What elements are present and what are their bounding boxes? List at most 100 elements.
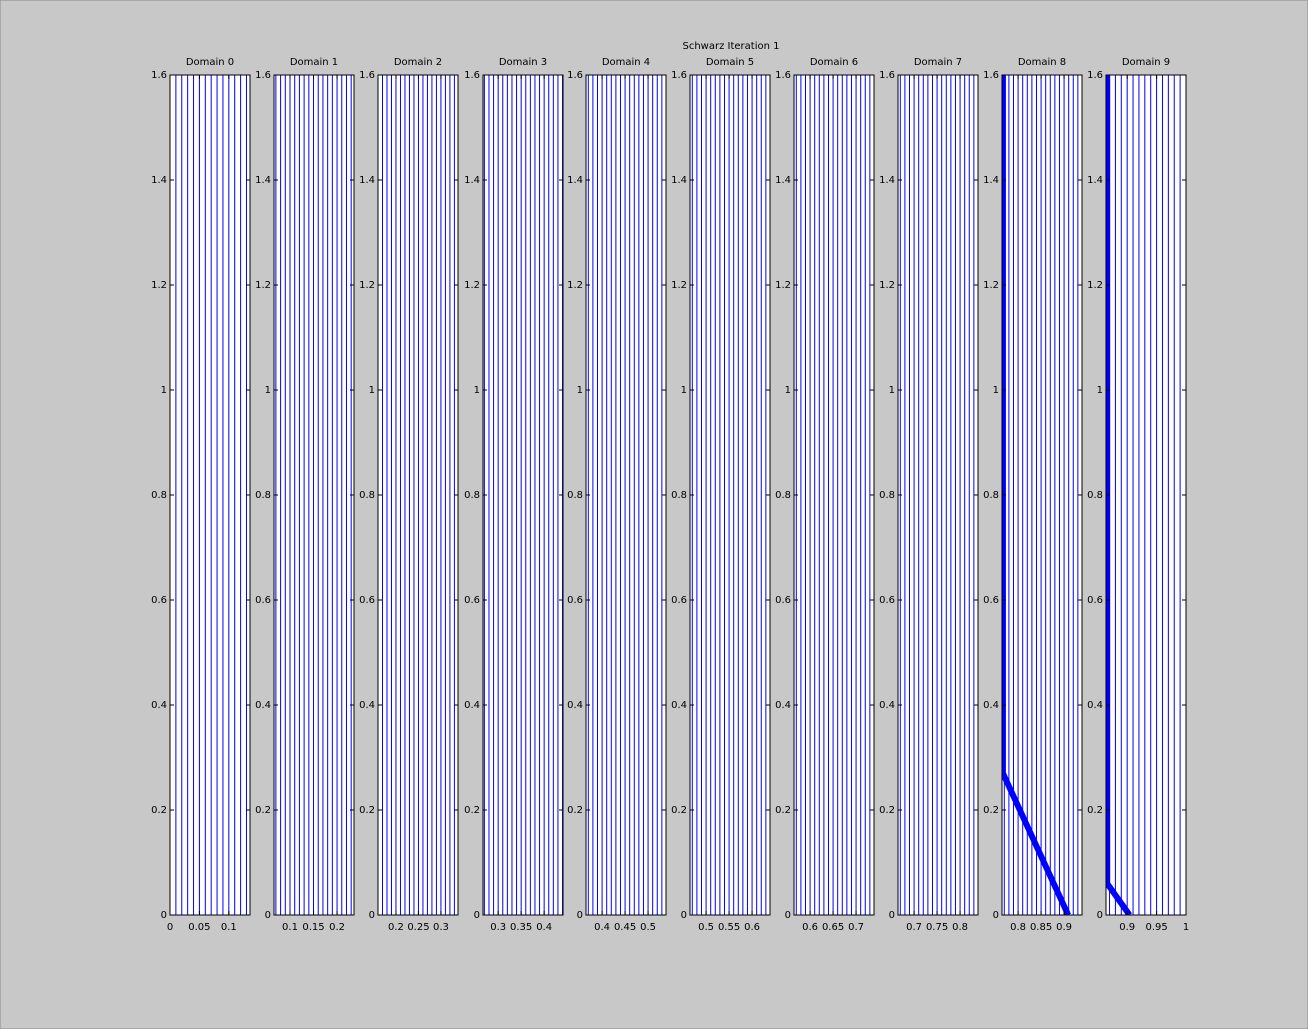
x-tick-label: 0.1: [221, 922, 237, 933]
y-tick-label: 1: [889, 385, 895, 396]
plot-area: [794, 75, 874, 915]
y-tick-label: 0.6: [671, 595, 687, 606]
y-tick-label: 0.4: [359, 700, 375, 711]
y-tick-label: 1.6: [1087, 70, 1103, 81]
y-tick-label: 0.4: [879, 700, 895, 711]
y-tick-label: 0.2: [775, 805, 791, 816]
x-tick-label: 0.45: [614, 922, 636, 933]
y-tick-label: 1.2: [151, 280, 167, 291]
y-tick-label: 0: [681, 910, 687, 921]
subplot: Domain 3 0 0.2 0.4 0.6 0.8 1 1.2 1.4 1.6 0.3 0.35 0.…: [464, 57, 564, 933]
y-tick-label: 1.6: [464, 70, 480, 81]
y-tick-label: 1.4: [359, 175, 375, 186]
y-tick-label: 1.4: [464, 175, 480, 186]
x-tick-label: 0.55: [718, 922, 740, 933]
subplot: Domain 6 0 0.2 0.4 0.6 0.8 1 1.2 1.4 1.6 0.6 0.65 0.…: [775, 57, 875, 933]
subplot: Domain 8 0 0.2 0.4 0.6 0.8 1 1.2 1.4 1.6 0.8 0.85 0.…: [983, 57, 1083, 933]
x-tick-label: 0.05: [188, 922, 210, 933]
y-tick-label: 0.4: [567, 700, 583, 711]
x-tick-label: 0.6: [802, 922, 818, 933]
y-tick-label: 1.2: [567, 280, 583, 291]
subplot-title: Domain 9: [1122, 57, 1170, 68]
x-tick-label: 0.9: [1056, 922, 1072, 933]
y-tick-label: 0.8: [255, 490, 271, 501]
x-tick-label: 0.2: [329, 922, 345, 933]
subplot-title: Domain 0: [186, 57, 234, 68]
y-tick-label: 0.2: [255, 805, 271, 816]
y-tick-label: 0.6: [255, 595, 271, 606]
y-tick-label: 0: [369, 910, 375, 921]
x-tick-label: 0.95: [1145, 922, 1167, 933]
y-tick-label: 0.4: [671, 700, 687, 711]
y-tick-label: 0: [474, 910, 480, 921]
x-tick-label: 0.4: [536, 922, 552, 933]
y-tick-label: 1.2: [359, 280, 375, 291]
x-tick-label: 0.3: [490, 922, 506, 933]
subplot: Domain 1 0 0.2 0.4 0.6 0.8 1 1.2 1.4 1.6 0.1 0.15 0.…: [255, 57, 355, 933]
y-tick-label: 1: [369, 385, 375, 396]
y-tick-label: 1.2: [879, 280, 895, 291]
y-tick-label: 1: [577, 385, 583, 396]
y-tick-label: 1.4: [567, 175, 583, 186]
x-tick-label: 0: [167, 922, 173, 933]
y-tick-label: 1.2: [671, 280, 687, 291]
y-tick-label: 0.6: [464, 595, 480, 606]
x-tick-label: 0.4: [594, 922, 610, 933]
plot-marks: [795, 75, 871, 915]
y-tick-label: 0.6: [359, 595, 375, 606]
subplot-title: Domain 1: [290, 57, 338, 68]
figure-title: Schwarz Iteration 1: [683, 41, 780, 52]
y-tick-label: 1.6: [255, 70, 271, 81]
x-tick-label: 0.5: [640, 922, 656, 933]
y-tick-label: 1: [681, 385, 687, 396]
y-tick-label: 1.2: [464, 280, 480, 291]
plot-area: [690, 75, 770, 915]
y-tick-label: 0.8: [1087, 490, 1103, 501]
plot-area: [170, 75, 250, 915]
subplot: Domain 4 0 0.2 0.4 0.6 0.8 1 1.2 1.4 1.6 0.4 0.45 0.…: [567, 57, 667, 933]
y-tick-label: 1.6: [359, 70, 375, 81]
y-tick-label: 1: [993, 385, 999, 396]
y-tick-label: 0.8: [151, 490, 167, 501]
y-tick-label: 0: [889, 910, 895, 921]
plot-area: [586, 75, 666, 915]
y-tick-label: 0.4: [151, 700, 167, 711]
subplot-title: Domain 5: [706, 57, 754, 68]
y-tick-label: 1.4: [151, 175, 167, 186]
y-tick-label: 1: [1097, 385, 1103, 396]
x-tick-label: 1: [1183, 922, 1189, 933]
shock-band: [1106, 75, 1132, 915]
x-tick-label: 0.75: [926, 922, 948, 933]
subplot: Domain 9 0 0.2 0.4 0.6 0.8 1 1.2 1.4 1.6 0.9 0.95 1: [1087, 57, 1189, 933]
plot-area: [1106, 75, 1186, 915]
subplot: Domain 7 0 0.2 0.4 0.6 0.8 1 1.2 1.4 1.6 0.7 0.75 0.…: [879, 57, 979, 933]
y-tick-label: 1: [785, 385, 791, 396]
y-tick-label: 0.4: [775, 700, 791, 711]
y-tick-label: 1.2: [983, 280, 999, 291]
y-tick-label: 0.6: [1087, 595, 1103, 606]
x-tick-label: 0.9: [1119, 922, 1135, 933]
x-tick-label: 0.3: [433, 922, 449, 933]
y-tick-label: 1.4: [255, 175, 271, 186]
x-tick-label: 0.15: [302, 922, 324, 933]
y-tick-label: 1.6: [151, 70, 167, 81]
y-tick-label: 0.8: [464, 490, 480, 501]
x-tick-label: 0.5: [698, 922, 714, 933]
subplot-title: Domain 8: [1018, 57, 1066, 68]
y-tick-label: 1.2: [255, 280, 271, 291]
y-tick-label: 0.2: [1087, 805, 1103, 816]
x-tick-label: 0.25: [407, 922, 429, 933]
y-tick-label: 1.4: [671, 175, 687, 186]
y-tick-label: 1.2: [1087, 280, 1103, 291]
y-tick-label: 0.6: [775, 595, 791, 606]
y-tick-label: 0.2: [567, 805, 583, 816]
plot-area: [483, 75, 563, 915]
y-tick-label: 1.4: [983, 175, 999, 186]
subplot: Domain 200.20.40.60.811.21.41.60.2 0.25 0.…: [359, 57, 459, 933]
y-tick-label: 0: [161, 910, 167, 921]
plot-area: [898, 75, 978, 915]
y-tick-label: 0.2: [151, 805, 167, 816]
y-tick-label: 1.6: [567, 70, 583, 81]
